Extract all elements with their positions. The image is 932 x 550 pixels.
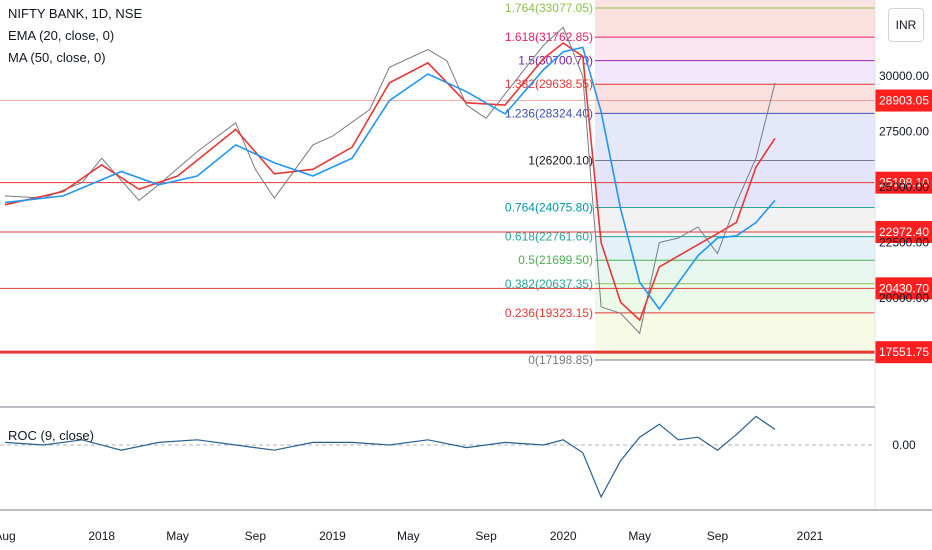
fib-label: 1.5(30700.70)	[518, 54, 593, 68]
fib-label: 0.5(21699.50)	[518, 253, 593, 267]
price-label: 25198.10	[879, 176, 929, 190]
fib-label: 0(17198.85)	[528, 353, 593, 367]
horizontal-lines: 28903.05 25198.10 22972.40 20430.70 17551.75	[0, 89, 932, 364]
fib-band	[595, 260, 875, 284]
price-label-bg	[875, 221, 932, 244]
price-tick: 20000.00	[879, 291, 929, 305]
fib-band	[595, 236, 875, 261]
time-tick: Sep	[475, 529, 497, 543]
time-tick: May	[628, 529, 651, 543]
price-label-bg	[875, 171, 932, 194]
fib-band	[595, 0, 875, 8]
fib-band	[595, 84, 875, 114]
price-tick: 22500.00	[879, 235, 929, 249]
fibonacci-bands	[595, 0, 875, 360]
time-tick: May	[397, 529, 420, 543]
price-line	[4, 26, 776, 335]
fib-label: 0.764(24075.80)	[505, 201, 593, 215]
roc-tick: 0.00	[892, 438, 916, 452]
fib-label: 1(26200.10)	[528, 153, 593, 167]
roc-pane: 0.00	[0, 406, 916, 499]
roc-line	[4, 415, 776, 499]
fib-label: 0.618(22761.60)	[505, 230, 593, 244]
time-tick: 2018	[88, 529, 115, 543]
fib-band	[595, 60, 875, 85]
price-label: 20430.70	[879, 281, 929, 295]
price-tick: 27500.00	[879, 125, 929, 139]
currency-button[interactable]: INR	[888, 8, 924, 42]
price-label-bg	[875, 341, 932, 364]
fib-label: 1.764(33077.05)	[505, 1, 593, 15]
price-label-bg	[875, 89, 932, 112]
fibonacci-labels: 1.764(33077.05) 1.618(31762.85) 1.5(30700.…	[505, 1, 593, 367]
time-tick: Sep	[707, 529, 729, 543]
fib-label: 1.618(31762.85)	[505, 30, 593, 44]
price-label: 17551.75	[879, 345, 929, 359]
ema-legend[interactable]: EMA (20, close, 0)	[8, 28, 115, 43]
price-label-bg	[875, 277, 932, 300]
time-axis: Aug 2018 May Sep 2019 May Sep 2020 May Sep 2021	[0, 509, 932, 543]
fib-label: 0.382(20637.35)	[505, 277, 593, 291]
price-label: 28903.05	[879, 94, 929, 108]
time-tick: 2021	[797, 529, 824, 543]
ema-line	[4, 42, 776, 322]
price-series	[4, 26, 776, 335]
price-label: 22972.40	[879, 225, 929, 239]
fib-label: 0.236(19323.15)	[505, 306, 593, 320]
fib-band	[595, 37, 875, 61]
time-tick: May	[166, 529, 189, 543]
price-tick: 25000.00	[879, 180, 929, 194]
fib-band	[595, 160, 875, 208]
symbol-legend[interactable]: NIFTY BANK, 1D, NSE	[8, 6, 143, 21]
roc-legend[interactable]: ROC (9, close)	[8, 428, 94, 443]
fib-band	[595, 8, 875, 38]
time-tick: 2020	[550, 529, 577, 543]
ma-line	[4, 46, 776, 311]
fib-band	[595, 113, 875, 161]
time-tick: Aug	[0, 529, 16, 543]
fib-label: 1.236(28324.40)	[505, 106, 593, 120]
price-tick: 30000.00	[879, 69, 929, 83]
time-tick: Sep	[245, 529, 267, 543]
price-axis: 30000.00 27500.00 25000.00 22500.00 20000.00	[874, 0, 929, 510]
ma-legend[interactable]: MA (50, close, 0)	[8, 50, 106, 65]
time-tick: 2019	[319, 529, 346, 543]
